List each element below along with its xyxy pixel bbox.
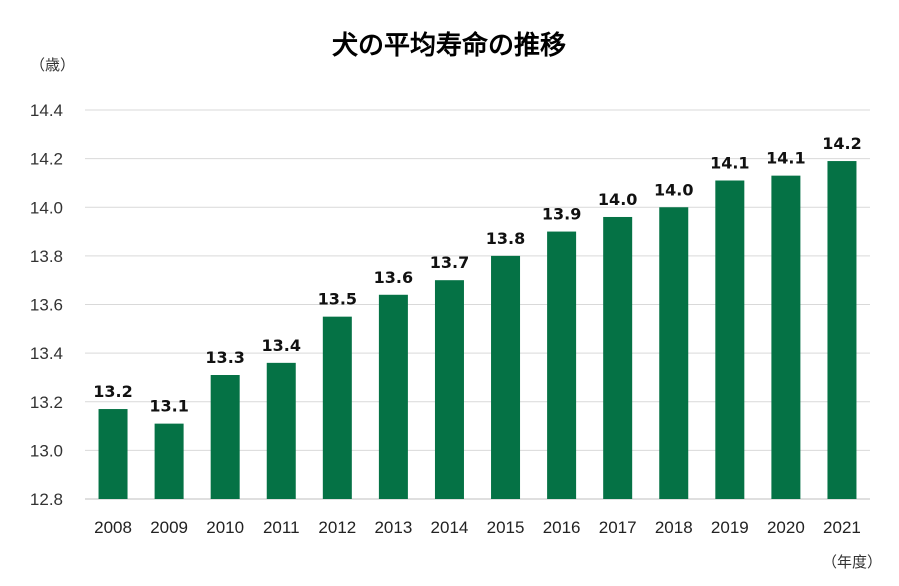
- y-axis-ticks: 12.8 13.0 13.2 13.4 13.6 13.8 14.0 14.2 14.4: [30, 101, 63, 509]
- bar: [491, 255, 521, 499]
- y-tick-label: 13.2: [30, 393, 63, 412]
- y-tick-label: 14.0: [30, 198, 63, 217]
- data-label: 13.8: [486, 229, 525, 248]
- bar: [434, 280, 464, 499]
- y-tick-label: 13.6: [30, 296, 63, 315]
- bar: [603, 216, 633, 499]
- bar: [715, 180, 745, 499]
- data-label: 14.0: [598, 190, 637, 209]
- data-label: 13.4: [262, 336, 301, 355]
- data-label: 13.7: [430, 253, 469, 272]
- x-axis-unit: （年度）: [822, 553, 882, 571]
- x-tick-label: 2016: [543, 518, 581, 537]
- x-tick-label: 2017: [599, 518, 637, 537]
- y-tick-label: 12.8: [30, 490, 63, 509]
- data-label: 13.3: [205, 348, 244, 367]
- bar: [659, 207, 689, 499]
- data-label: 14.1: [710, 154, 749, 173]
- gridlines: [85, 109, 870, 500]
- x-tick-label: 2013: [374, 518, 412, 537]
- data-label: 13.5: [318, 290, 357, 309]
- x-tick-label: 2012: [318, 518, 356, 537]
- data-label: 13.1: [149, 397, 188, 416]
- x-axis-ticks: 2008 2009 2010 2011 2012 2013 2014 2015 2016 2017…: [94, 518, 861, 537]
- y-tick-label: 14.2: [30, 150, 63, 169]
- x-tick-label: 2020: [767, 518, 805, 537]
- x-tick-label: 2008: [94, 518, 132, 537]
- y-tick-label: 14.4: [30, 101, 63, 120]
- bar: [547, 231, 577, 499]
- x-tick-label: 2018: [655, 518, 693, 537]
- data-label: 13.2: [93, 382, 132, 401]
- x-tick-label: 2021: [823, 518, 861, 537]
- y-tick-label: 13.8: [30, 247, 63, 266]
- y-tick-label: 13.4: [30, 344, 63, 363]
- bar: [771, 175, 801, 500]
- data-label: 14.2: [822, 134, 861, 153]
- y-tick-label: 13.0: [30, 441, 63, 460]
- x-tick-label: 2009: [150, 518, 188, 537]
- chart-title: 犬の平均寿命の推移: [332, 30, 566, 61]
- data-label: 14.1: [766, 149, 805, 168]
- data-label: 13.9: [542, 205, 581, 224]
- bar: [378, 294, 408, 499]
- bar: [322, 316, 352, 499]
- bar: [827, 161, 857, 499]
- data-label: 14.0: [654, 180, 693, 199]
- x-tick-label: 2014: [431, 518, 469, 537]
- data-labels: 13.2 13.1 13.3 13.4 13.5 13.6 13.7 13.8 13.9 14.0…: [93, 134, 861, 416]
- bar: [98, 409, 128, 499]
- x-tick-label: 2015: [487, 518, 525, 537]
- bars: [98, 161, 857, 500]
- bar: [210, 375, 240, 499]
- bar: [266, 362, 296, 499]
- data-label: 13.6: [374, 268, 413, 287]
- y-axis-unit: （歳）: [30, 56, 75, 74]
- bar: [154, 423, 184, 499]
- x-tick-label: 2011: [263, 518, 300, 537]
- x-tick-label: 2010: [206, 518, 244, 537]
- x-tick-label: 2019: [711, 518, 749, 537]
